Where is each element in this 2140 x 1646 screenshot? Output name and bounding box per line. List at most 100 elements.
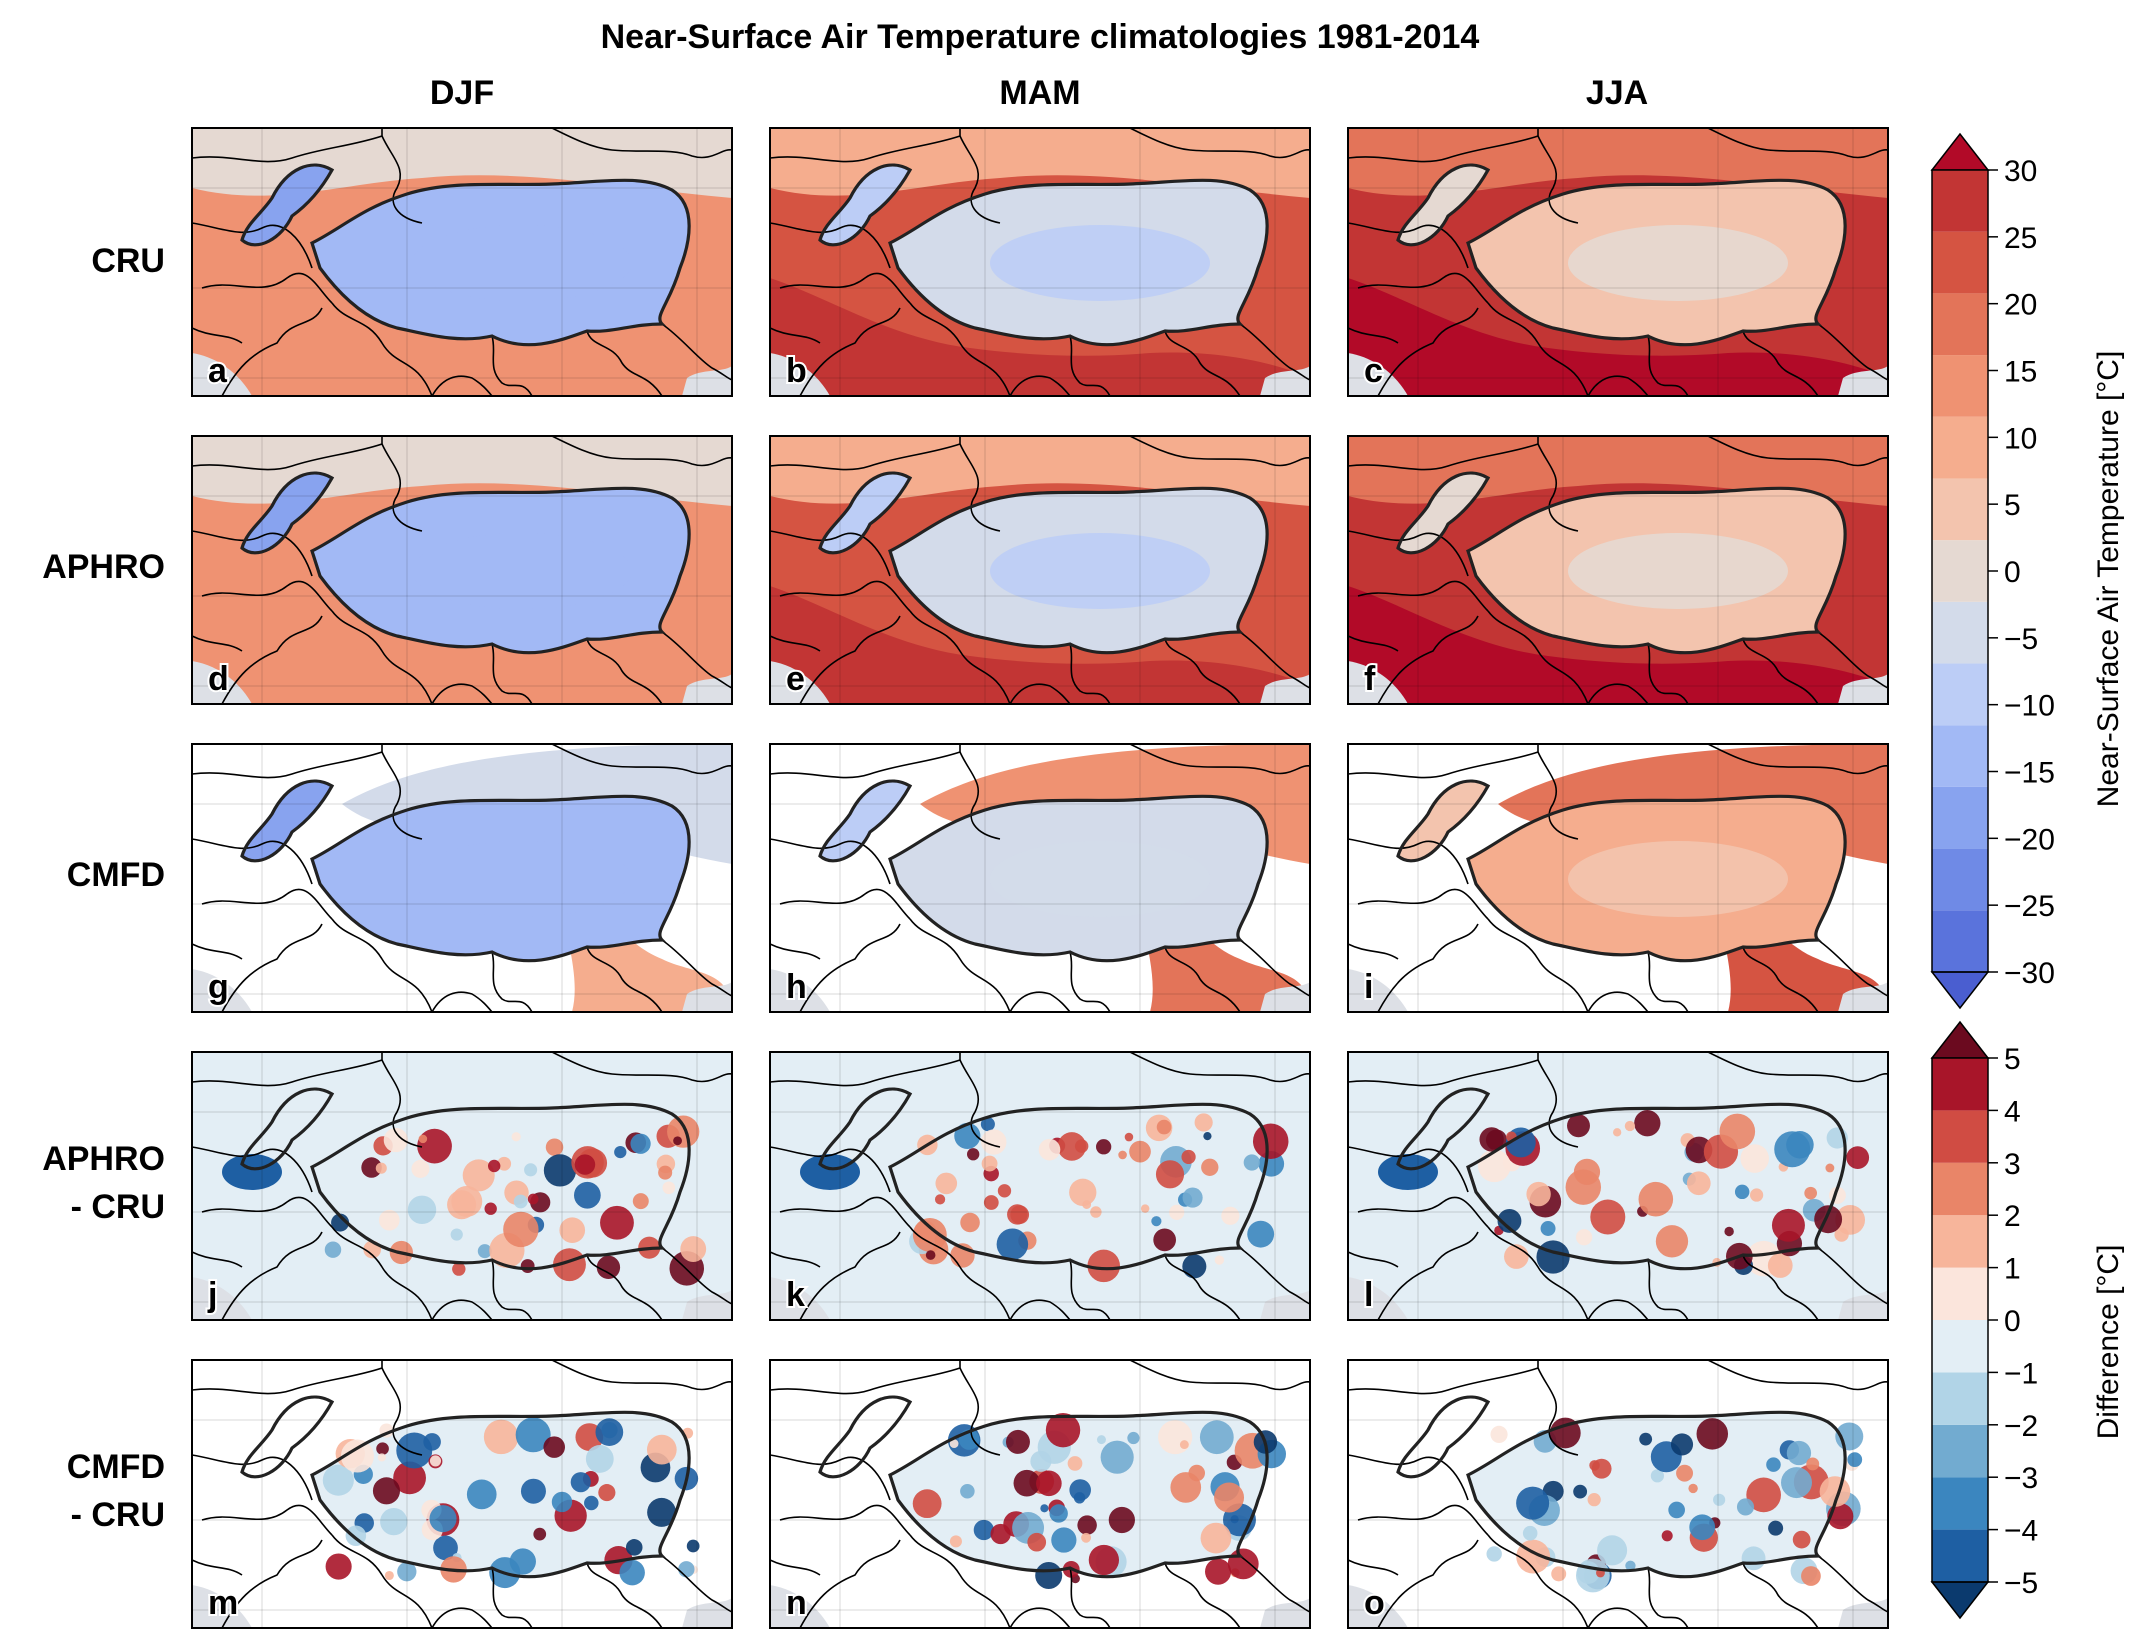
country-border [491,643,533,704]
country-border [770,838,891,885]
country-border [1348,128,1539,163]
difference-blob [1087,1249,1120,1283]
difference-blob [1035,1561,1063,1589]
difference-blob [543,1436,566,1458]
country-border [1742,946,1819,1012]
difference-blob [1073,1492,1086,1504]
country-border [770,530,891,577]
map-panel-c [1348,128,1888,396]
temperature-colorbar-tick-label: 0 [2004,556,2021,589]
country-border [221,307,323,396]
difference-blob [1768,1520,1784,1536]
country-border [586,330,663,396]
karakoram-field [242,781,332,861]
difference-blob [1170,1472,1202,1503]
difference-blob [1477,1149,1511,1183]
plateau-outline [310,178,691,347]
difference-blob [1670,1433,1694,1456]
country-border [1129,1052,1310,1083]
difference-blob [1804,1186,1817,1200]
ocean-bay-of-bengal [1260,366,1310,396]
ocean-bay-of-bengal [1260,674,1310,704]
map-panel-j [192,1052,732,1320]
karakoram-field [1398,781,1488,861]
country-border [909,1226,1011,1320]
ocean-arabian-sea [1348,1277,1408,1320]
karakoram-outline [240,779,335,863]
country-border [201,272,333,304]
difference-blob [1746,1477,1781,1513]
difference-blob [1081,1532,1092,1543]
difference-blob [1590,1199,1626,1235]
difference-blob [520,1259,535,1273]
country-border [1239,939,1310,997]
difference-blob [411,1159,430,1178]
difference-blob [1676,1464,1694,1482]
difference-colorbar-level [1932,1424,1988,1478]
plateau-core-field [990,841,1210,917]
country-border [192,436,383,471]
country-border [1348,1454,1469,1501]
difference-blob [1040,1504,1049,1513]
plateau-core-field [1568,533,1788,609]
temperature-colorbar-tick-label: 15 [2004,356,2037,389]
difference-blob [1497,1209,1522,1233]
panel-letter-j: j [207,1276,217,1314]
lowland-hot-field [770,586,1310,704]
ocean-arabian-sea [770,661,830,704]
country-border [1348,943,1399,960]
difference-blob [1247,1220,1275,1248]
karakoram-outline [818,1087,913,1171]
map-panel-h [770,744,1310,1012]
plateau-outline [888,486,1269,655]
difference-blob [1049,1504,1068,1523]
country-border [331,610,433,704]
country-border [1487,1226,1589,1320]
difference-blob [1243,1154,1261,1171]
country-border [1357,580,1489,612]
country-border [1348,1559,1399,1576]
difference-blob [1090,1206,1102,1218]
difference-blob [1490,1425,1508,1443]
karakoram-field [820,165,910,245]
difference-blob [1200,1522,1232,1554]
temperature-colorbar-level [1932,293,1988,356]
karakoram-outline [240,471,335,555]
plateau-outline [888,1102,1269,1271]
difference-blob [380,1507,408,1536]
difference-background [1348,1052,1888,1320]
difference-blob [361,1157,382,1178]
difference-blob [1540,1221,1556,1236]
country-border [192,838,313,885]
difference-blob [1067,1456,1083,1471]
difference-blob [1774,1131,1811,1168]
country-border [221,1231,323,1320]
country-border [1647,335,1689,396]
difference-blob [520,1478,546,1504]
difference-blob [1786,1440,1812,1466]
difference-blob [483,1419,519,1455]
difference-blob [680,1236,707,1262]
difference-blob [497,1156,512,1171]
difference-blob [1057,1132,1087,1161]
country-border [491,1567,533,1628]
map-panel-i [1348,744,1888,1012]
country-border [1707,1360,1888,1391]
plateau-outline [888,1410,1269,1579]
ocean-bay-of-bengal [682,1290,732,1320]
difference-blob [600,1205,634,1240]
difference-blob [1767,1253,1793,1278]
country-border [770,744,961,779]
difference-blob [1051,1527,1077,1553]
difference-blob [1169,1204,1185,1220]
lowland-hot-field [1348,278,1888,396]
country-border [661,323,732,381]
karakoram-field [820,781,910,861]
difference-blob [1140,1204,1150,1213]
difference-blob [912,1489,942,1519]
difference-blob [934,1194,946,1205]
temperature-colorbar-level [1932,170,1988,232]
panel-frame [1347,127,1889,397]
country-border [1587,991,1649,1012]
